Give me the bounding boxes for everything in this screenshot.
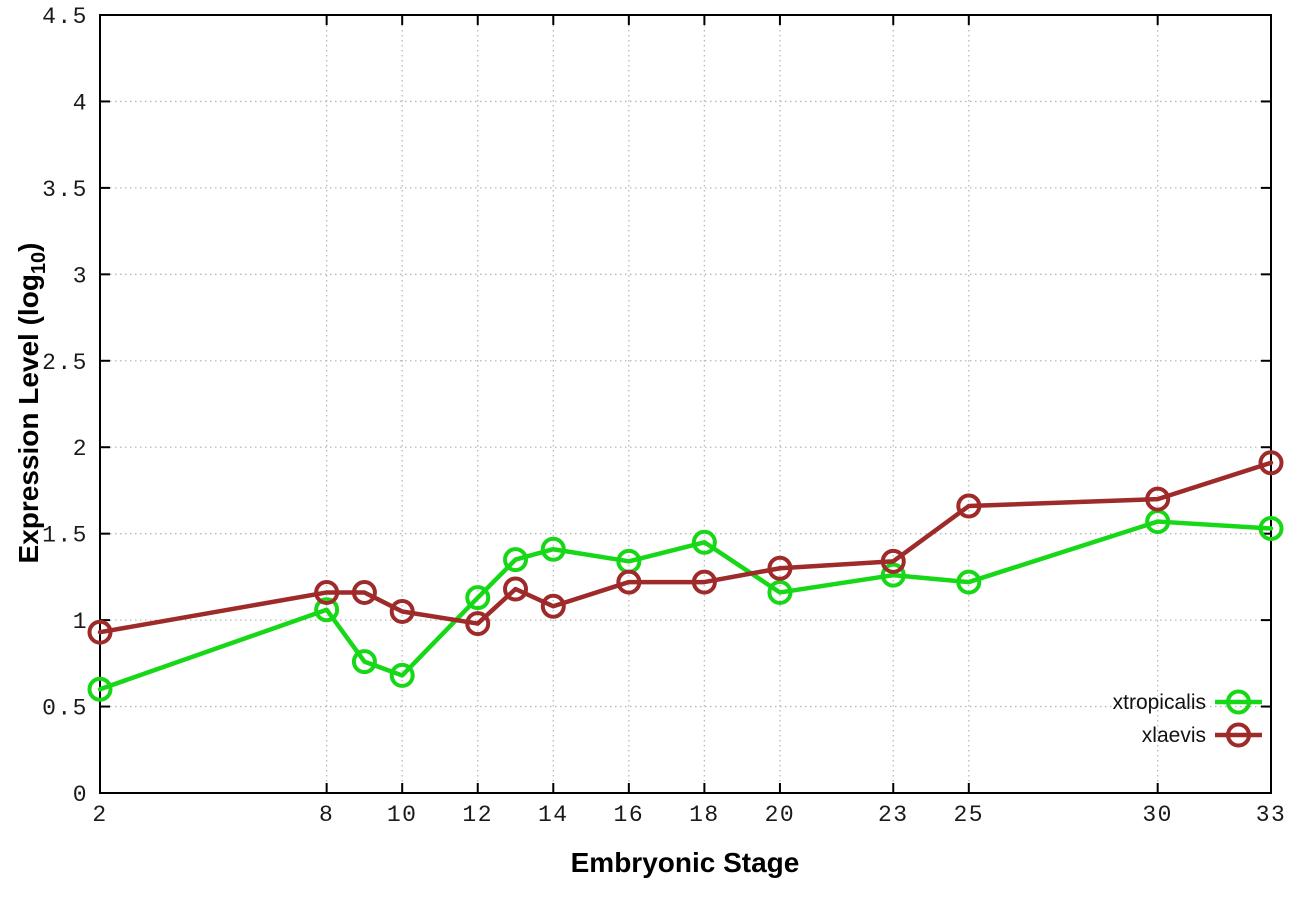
data-point-xtropicalis-stage-23	[880, 562, 906, 588]
data-point-xtropicalis-stage-14	[540, 536, 566, 562]
plot-border	[99, 14, 1272, 794]
data-point-xtropicalis-stage-9	[351, 649, 377, 675]
data-point-xlaevis-stage-23	[880, 548, 906, 574]
y-axis-title-subscript: 10	[28, 252, 50, 274]
legend-sample-marker-xtropicalis	[1226, 689, 1251, 715]
x-tick-label: 30	[1142, 802, 1173, 828]
x-tick-label: 8	[319, 802, 334, 828]
x-tick-label: 18	[689, 802, 720, 828]
legend: xtropicalis xlaevis	[1113, 689, 1262, 748]
y-tick-label: 2	[73, 436, 88, 462]
x-tick-label: 2	[92, 802, 107, 828]
x-axis-title: Embryonic Stage	[571, 847, 800, 878]
y-tick-label: 0.5	[42, 696, 88, 722]
data-point-xlaevis-stage-12	[465, 611, 491, 637]
data-point-xlaevis-stage-2	[87, 619, 113, 645]
data-point-xlaevis-stage-25	[956, 493, 982, 519]
data-point-xlaevis-stage-16	[616, 569, 642, 595]
y-tick-label: 3.5	[42, 177, 88, 203]
data-point-xtropicalis-stage-20	[767, 579, 793, 605]
y-tick-label: 2.5	[42, 350, 88, 376]
legend-label-xtropicalis: xtropicalis	[1113, 691, 1206, 714]
data-point-xlaevis-stage-18	[691, 569, 717, 595]
legend-item-xlaevis: xlaevis	[1142, 724, 1206, 747]
x-tick-label: 20	[765, 802, 796, 828]
data-point-xlaevis-stage-30	[1145, 486, 1171, 512]
y-axis-title-main: Expression Level (log	[13, 274, 44, 563]
data-point-xtropicalis-stage-8	[314, 597, 340, 623]
legend-sample-marker-xlaevis	[1226, 722, 1251, 748]
series-markers-xtropicalis	[87, 509, 1284, 702]
data-point-xtropicalis-stage-25	[956, 569, 982, 595]
data-point-xlaevis-stage-8	[314, 579, 340, 605]
data-point-xlaevis-stage-33	[1258, 450, 1284, 476]
legend-marker-samples	[1215, 689, 1262, 748]
series-markers-xlaevis	[87, 450, 1284, 645]
y-tick-label: 1.5	[42, 523, 88, 549]
data-point-xtropicalis-stage-12	[465, 585, 491, 611]
x-tick-label: 14	[538, 802, 569, 828]
data-point-xtropicalis-stage-2	[87, 676, 113, 702]
data-point-xlaevis-stage-20	[767, 555, 793, 581]
legend-item-xtropicalis: xtropicalis	[1113, 691, 1206, 714]
x-tick-label: 10	[387, 802, 418, 828]
series-layer	[87, 450, 1284, 702]
y-tick-label: 3	[73, 263, 88, 289]
x-tick-label: 33	[1256, 802, 1287, 828]
x-tick-label: 16	[614, 802, 645, 828]
data-point-xtropicalis-stage-13	[503, 547, 529, 573]
y-tick-label: 1	[73, 609, 88, 635]
grid-layer	[100, 15, 1271, 793]
series-line-xlaevis	[97, 460, 1274, 635]
y-axis-title: Expression Level (log10)	[13, 243, 50, 564]
data-point-xlaevis-stage-10	[389, 598, 415, 624]
data-point-xtropicalis-stage-18	[691, 529, 717, 555]
y-tick-label: 4	[73, 90, 88, 116]
data-point-xtropicalis-stage-33	[1258, 515, 1284, 541]
x-tick-labels: 2 8 10 12 14 16 18 20 23 25 30 33	[92, 802, 1287, 828]
data-point-xlaevis-stage-9	[351, 579, 377, 605]
tick-marks-layer	[99, 14, 1272, 794]
data-point-xlaevis-stage-14	[540, 593, 566, 619]
data-point-xlaevis-stage-13	[503, 576, 529, 602]
x-tick-label: 25	[954, 802, 985, 828]
y-tick-labels: 0 0.5 1 1.5 2 2.5 3 3.5 4 4.5	[42, 4, 88, 808]
y-tick-label: 0	[73, 782, 88, 808]
x-tick-label: 12	[462, 802, 493, 828]
legend-label-xlaevis: xlaevis	[1142, 724, 1206, 747]
y-axis-title-end: )	[13, 243, 44, 252]
data-point-xtropicalis-stage-10	[389, 662, 415, 688]
y-tick-label: 4.5	[42, 4, 88, 30]
series-line-xtropicalis	[97, 519, 1274, 692]
x-tick-label: 23	[878, 802, 909, 828]
